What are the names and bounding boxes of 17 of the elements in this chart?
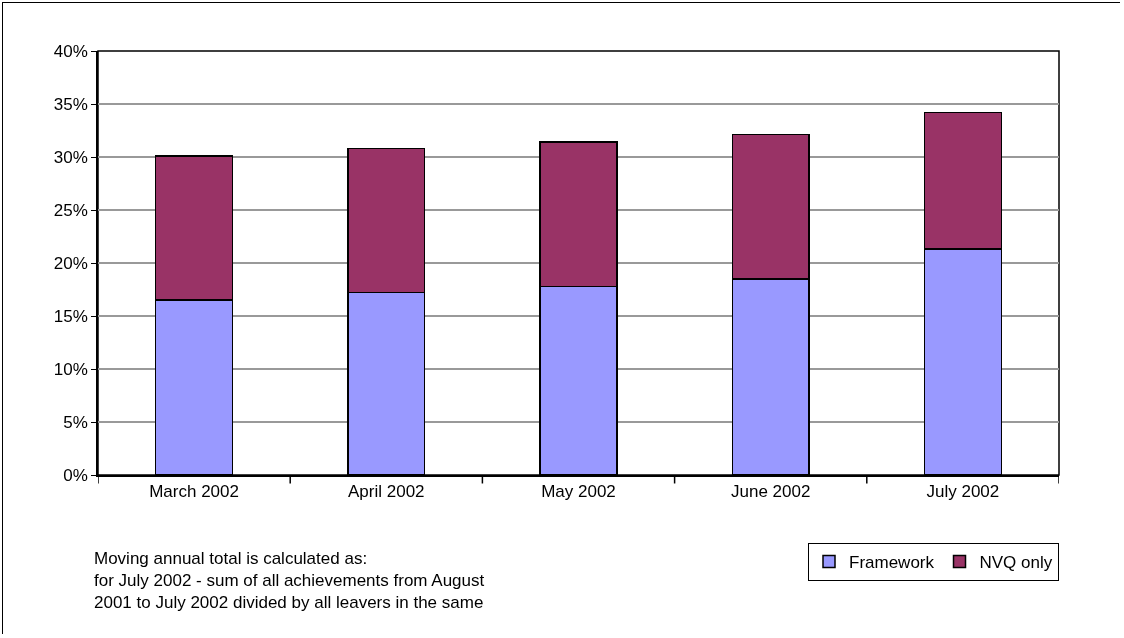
legend-label: Framework (849, 553, 935, 573)
y-tick-label: 40% (53, 41, 88, 61)
y-tick-label: 25% (53, 200, 88, 220)
x-tick-label: June 2002 (731, 482, 811, 502)
x-tick-label: May 2002 (541, 482, 616, 502)
y-tick-label: 20% (53, 253, 88, 273)
y-tick-label: 0% (63, 465, 88, 485)
x-tick-label: March 2002 (149, 482, 239, 502)
y-tick-label: 5% (63, 412, 88, 432)
text: Moving annual total is calculated as: for July 2002 - sum of all achievements from August 2001 to July 2002 divided by all leavers in the same (94, 549, 485, 613)
x-tick-label: April 2002 (348, 482, 425, 502)
y-tick-label: 35% (53, 94, 88, 114)
y-tick-label: 30% (53, 147, 88, 167)
legend-label: NVQ only (979, 553, 1053, 573)
y-tick-label: 10% (53, 359, 88, 379)
y-tick-label: 15% (53, 306, 88, 326)
x-tick-label: July 2002 (926, 482, 1000, 502)
